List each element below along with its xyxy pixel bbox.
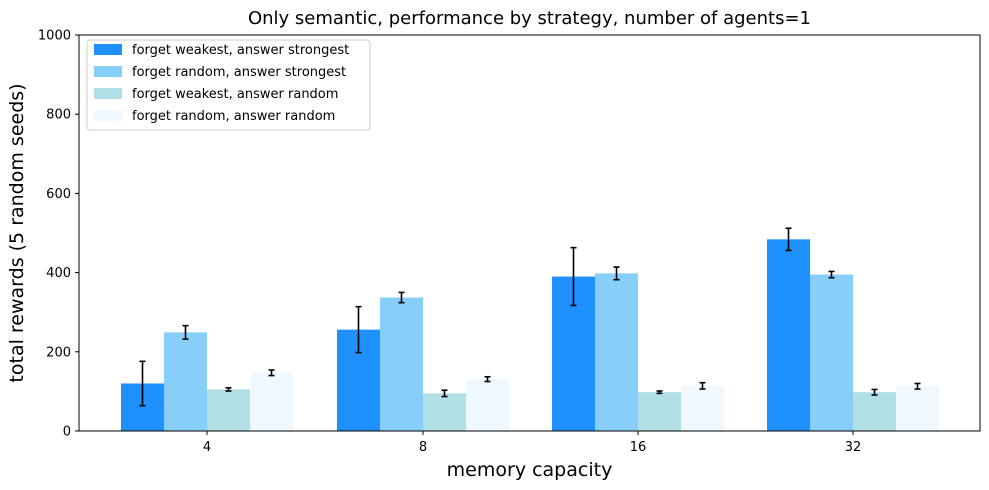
y-tick-label: 400 — [46, 266, 71, 281]
bar — [595, 273, 638, 431]
bar — [466, 379, 509, 431]
legend-label: forget random, answer random — [132, 109, 335, 124]
bar — [250, 372, 293, 431]
bar — [164, 332, 207, 431]
legend-label: forget weakest, answer strongest — [132, 43, 349, 58]
x-tick-label: 4 — [203, 440, 211, 455]
bar — [423, 393, 466, 431]
y-tick-label: 600 — [46, 187, 71, 202]
legend-label: forget random, answer strongest — [132, 65, 346, 80]
legend-frame — [86, 39, 371, 131]
bar — [853, 392, 896, 431]
legend-label: forget weakest, answer random — [132, 87, 338, 102]
error-bars-layer — [139, 227, 921, 407]
bar — [896, 386, 939, 431]
plot-frame — [78, 34, 981, 432]
legend-swatch — [94, 44, 122, 55]
x-tick-label: 16 — [630, 440, 647, 455]
x-tick-label: 8 — [419, 440, 427, 455]
chart-title: Only semantic, performance by strategy, … — [248, 8, 811, 29]
legend-swatch — [94, 88, 122, 99]
x-axis-label: memory capacity — [447, 459, 613, 481]
x-tick-label: 32 — [845, 440, 862, 455]
bar — [638, 392, 681, 431]
legend: forget weakest, answer strongest forget r… — [86, 39, 371, 131]
bar — [380, 297, 423, 431]
legend-swatch — [94, 66, 122, 77]
y-tick-label: 200 — [46, 345, 71, 360]
bars-layer — [121, 239, 939, 431]
y-tick-label: 800 — [46, 108, 71, 123]
y-tick-label: 1000 — [38, 29, 71, 44]
bar — [767, 239, 810, 431]
bar — [681, 385, 724, 431]
y-axis: 0 200 400 600 800 1000 — [38, 29, 79, 440]
x-axis: 4 8 16 32 — [203, 431, 861, 455]
bar — [810, 274, 853, 431]
bar — [207, 389, 250, 431]
y-tick-label: 0 — [63, 425, 71, 440]
y-axis-label: total rewards (5 random seeds) — [6, 83, 28, 382]
legend-swatch — [94, 110, 122, 121]
